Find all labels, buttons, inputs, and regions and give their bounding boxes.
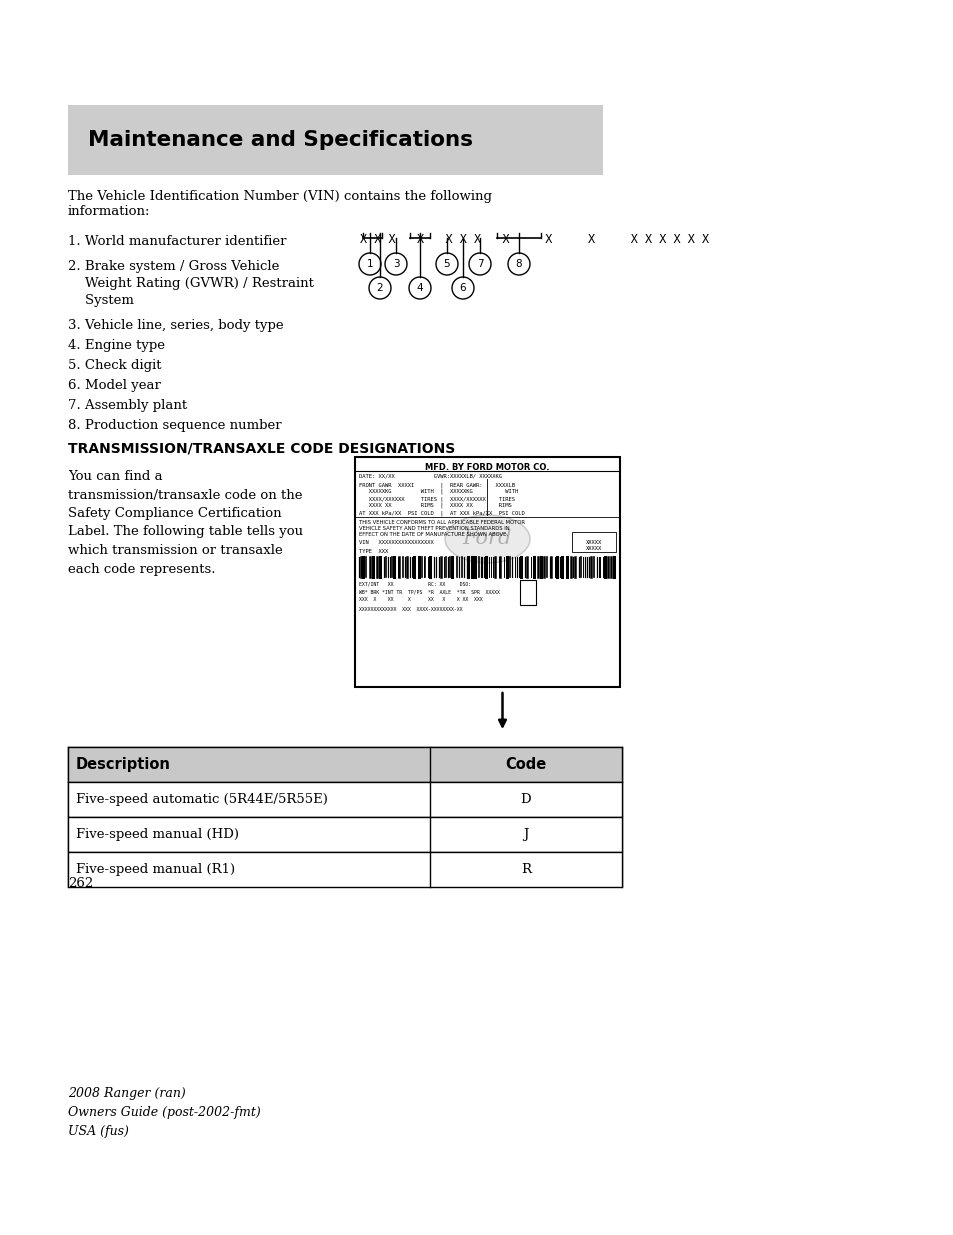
Text: 3: 3 <box>393 259 399 269</box>
Text: R: R <box>520 863 531 876</box>
Text: 2. Brake system / Gross Vehicle: 2. Brake system / Gross Vehicle <box>68 261 279 273</box>
Text: The Vehicle Identification Number (VIN) contains the following
information:: The Vehicle Identification Number (VIN) … <box>68 190 492 219</box>
Text: 4. Engine type: 4. Engine type <box>68 338 165 352</box>
Text: Five-speed manual (R1): Five-speed manual (R1) <box>76 863 234 876</box>
Bar <box>68 782 621 818</box>
Text: 2008 Ranger (ran): 2008 Ranger (ran) <box>68 1087 186 1100</box>
Text: 6. Model year: 6. Model year <box>68 379 161 391</box>
Text: Description: Description <box>76 757 171 772</box>
Text: 1: 1 <box>366 259 373 269</box>
Bar <box>68 105 602 175</box>
Bar <box>68 852 621 887</box>
Text: XXX  X    XX     X      XX   X    X XX  XXX: XXX X XX X XX X X XX XXX <box>358 597 482 601</box>
Text: 5: 5 <box>443 259 450 269</box>
Text: Ford: Ford <box>462 530 512 548</box>
Text: X X X   X   X X X   X     X     X     X X X X X X: X X X X X X X X X X X X X X X X <box>359 233 708 246</box>
Text: J: J <box>523 827 528 841</box>
Bar <box>355 457 619 687</box>
Bar <box>572 532 616 552</box>
Text: You can find a
transmission/transaxle code on the
Safety Compliance Certificatio: You can find a transmission/transaxle co… <box>68 471 303 576</box>
Text: WB* BRK *INT TR  TP/PS  *R  AXLE  *TR  SPR  XXXXX: WB* BRK *INT TR TP/PS *R AXLE *TR SPR XX… <box>358 589 499 594</box>
Ellipse shape <box>444 515 530 563</box>
Text: XXXXXXXXXXXXX  XXX  XXXX-XXXXXXXX-XX: XXXXXXXXXXXXX XXX XXXX-XXXXXXXX-XX <box>358 606 462 613</box>
Text: TRANSMISSION/TRANSAXLE CODE DESIGNATIONS: TRANSMISSION/TRANSAXLE CODE DESIGNATIONS <box>68 442 455 456</box>
Bar <box>68 818 621 852</box>
Text: 4: 4 <box>416 283 423 293</box>
Text: Weight Rating (GVWR) / Restraint: Weight Rating (GVWR) / Restraint <box>68 277 314 290</box>
Text: THIS VEHICLE CONFORMS TO ALL APPLICABLE FEDERAL MOTOR
VEHICLE SAFETY AND THEFT P: THIS VEHICLE CONFORMS TO ALL APPLICABLE … <box>358 520 524 537</box>
Text: Five-speed automatic (5R44E/5R55E): Five-speed automatic (5R44E/5R55E) <box>76 793 328 806</box>
Text: 2: 2 <box>376 283 383 293</box>
Text: Maintenance and Specifications: Maintenance and Specifications <box>88 130 473 149</box>
Text: DATE: XX/XX            GVWR:XXXXXLB/ XXXXXKG: DATE: XX/XX GVWR:XXXXXLB/ XXXXXKG <box>358 474 501 479</box>
Text: 6: 6 <box>459 283 466 293</box>
Text: XXXX/XXXXXX     TIRES |  XXXX/XXXXXX    TIRES: XXXX/XXXXXX TIRES | XXXX/XXXXXX TIRES <box>358 496 515 501</box>
Text: EXT/INT   XX            RC: XX     DSO:: EXT/INT XX RC: XX DSO: <box>358 580 471 585</box>
Text: System: System <box>68 294 133 308</box>
Text: XXXXXKG         WITH  |  XXXXXKG          WITH: XXXXXKG WITH | XXXXXKG WITH <box>358 489 517 494</box>
Text: 5. Check digit: 5. Check digit <box>68 359 161 372</box>
Bar <box>68 747 621 782</box>
Text: AT XXX kPa/XX  PSI COLD  |  AT XXX kPa/XX  PSI COLD: AT XXX kPa/XX PSI COLD | AT XXX kPa/XX P… <box>358 510 524 515</box>
Text: 3. Vehicle line, series, body type: 3. Vehicle line, series, body type <box>68 319 283 332</box>
Text: MFD. BY FORD MOTOR CO.: MFD. BY FORD MOTOR CO. <box>425 463 549 472</box>
Text: XXXXX
XXXXX: XXXXX XXXXX <box>585 540 601 551</box>
Text: 262: 262 <box>68 877 93 890</box>
Text: 8. Production sequence number: 8. Production sequence number <box>68 419 281 432</box>
Text: Owners Guide (post-2002-fmt): Owners Guide (post-2002-fmt) <box>68 1107 260 1119</box>
Text: 7. Assembly plant: 7. Assembly plant <box>68 399 187 412</box>
Text: D: D <box>520 793 531 806</box>
Text: 8: 8 <box>516 259 521 269</box>
Text: Code: Code <box>505 757 546 772</box>
Text: 7: 7 <box>476 259 483 269</box>
Text: USA (fus): USA (fus) <box>68 1125 129 1137</box>
Text: XXXX XX         RIMS  |  XXXX XX        RIMS: XXXX XX RIMS | XXXX XX RIMS <box>358 503 511 509</box>
Text: Five-speed manual (HD): Five-speed manual (HD) <box>76 827 239 841</box>
Bar <box>519 580 536 605</box>
Text: 1. World manufacturer identifier: 1. World manufacturer identifier <box>68 235 286 248</box>
Text: FRONT GAWR  XXXXI        |  REAR GAWR:    XXXXLB: FRONT GAWR XXXXI | REAR GAWR: XXXXLB <box>358 482 515 488</box>
Text: VIN   XXXXXXXXXXXXXXXXX: VIN XXXXXXXXXXXXXXXXX <box>358 540 434 545</box>
Text: TYPE  XXX: TYPE XXX <box>358 550 388 555</box>
